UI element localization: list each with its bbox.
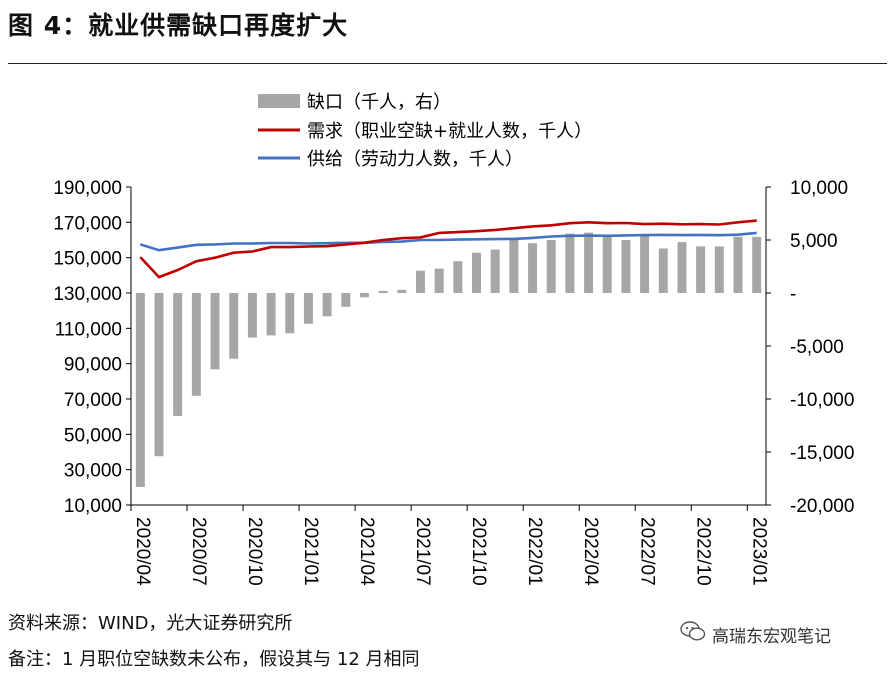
x-tick-label: 2021/01 (300, 517, 321, 586)
left-tick-label: 190,000 (53, 178, 122, 199)
x-tick-label: 2022/04 (580, 517, 601, 586)
series-lines (139, 219, 757, 279)
right-tick-label: -15,000 (790, 443, 854, 464)
gap-bar (434, 268, 444, 293)
gap-bar (135, 293, 145, 487)
gap-bar (658, 248, 668, 293)
legend-gap-swatch (258, 94, 300, 108)
axes: 190,000 170,000 150,000 130,000 110,000 90,00… (53, 178, 854, 517)
x-tick-label: 2023/01 (748, 517, 769, 586)
gap-bar (528, 243, 538, 293)
left-tick-label: 10,000 (64, 496, 122, 517)
left-tick-label: 30,000 (64, 461, 122, 482)
gap-bar (714, 246, 724, 293)
gap-bar (416, 270, 425, 293)
legend: 缺口（千人，右） 需求（职业空缺+就业人数，千人） 供给（劳动力人数，千人） (258, 92, 592, 170)
gap-bar (397, 289, 407, 293)
gap-bar (584, 232, 594, 293)
left-tick-label: 150,000 (53, 249, 122, 270)
gap-bar (509, 240, 519, 293)
gap-bar (453, 261, 463, 293)
gap-bar (640, 235, 650, 293)
legend-gap-label: 缺口（千人，右） (307, 92, 451, 113)
gap-bar (173, 293, 183, 416)
gap-bar (490, 249, 500, 293)
x-tick-label: 2020/10 (244, 517, 265, 586)
source-note: 资料来源：WIND，光大证券研究所 (8, 613, 293, 634)
legend-demand-label: 需求（职业空缺+就业人数，千人） (307, 121, 592, 142)
legend-supply-label: 供给（劳动力人数，千人） (307, 149, 523, 170)
right-tick-label: - (790, 284, 796, 305)
gap-bar (303, 293, 313, 324)
gap-bar (752, 236, 762, 293)
left-tick-label: 130,000 (53, 284, 122, 305)
x-tick-label: 2020/07 (188, 517, 209, 586)
title-divider (8, 63, 887, 64)
right-tick-label: -10,000 (790, 390, 854, 411)
gap-bar (322, 293, 332, 317)
gap-bar (285, 293, 295, 334)
x-tick-labels: 2020/04 2020/07 2020/10 2021/01 2021/04 2021/… (130, 505, 769, 586)
x-tick-label: 2021/10 (468, 517, 489, 586)
gap-bar (229, 293, 239, 359)
left-tick-label: 90,000 (64, 355, 122, 376)
gap-bar (621, 240, 631, 293)
right-tick-label: 5,000 (790, 231, 838, 252)
gap-bar (565, 233, 575, 293)
gap-bar (472, 252, 481, 293)
x-tick-label: 2022/01 (524, 517, 545, 586)
gap-bar (378, 290, 388, 293)
gap-bar (154, 293, 164, 457)
chart-title: 图 4：就业供需缺口再度扩大 (8, 11, 349, 40)
left-tick-label: 50,000 (64, 425, 122, 446)
gap-bars (135, 232, 762, 487)
x-tick-label: 2022/07 (636, 517, 657, 586)
supply-line (139, 231, 757, 252)
gap-bar (677, 242, 687, 293)
wechat-icon (680, 621, 706, 641)
right-tick-label: 10,000 (790, 178, 848, 199)
right-tick-label: -5,000 (790, 337, 844, 358)
x-tick-label: 2022/10 (692, 517, 713, 586)
left-tick-label: 110,000 (55, 319, 122, 340)
gap-bar (733, 236, 743, 293)
gap-bar (696, 246, 706, 293)
remark-note: 备注：1 月职位空缺数未公布，假设其与 12 月相同 (8, 649, 420, 670)
watermark: 高瑞东宏观笔记 (712, 627, 831, 647)
gap-bar (341, 293, 351, 307)
gap-bar (602, 236, 612, 293)
gap-bar (191, 293, 201, 396)
chart-area: 缺口（千人，右） 需求（职业空缺+就业人数，千人） 供给（劳动力人数，千人） 190… (53, 92, 854, 586)
x-tick-label: 2021/07 (412, 517, 433, 586)
gap-bar (359, 293, 369, 298)
right-tick-label: -20,000 (790, 496, 854, 517)
demand-line (139, 219, 757, 279)
x-tick-label: 2020/04 (132, 517, 153, 586)
gap-bar (266, 293, 276, 336)
gap-bar (210, 293, 220, 370)
left-tick-label: 70,000 (64, 390, 122, 411)
left-tick-label: 170,000 (53, 213, 122, 234)
x-tick-label: 2021/04 (356, 517, 377, 586)
gap-bar (247, 293, 257, 338)
gap-bar (546, 240, 556, 293)
